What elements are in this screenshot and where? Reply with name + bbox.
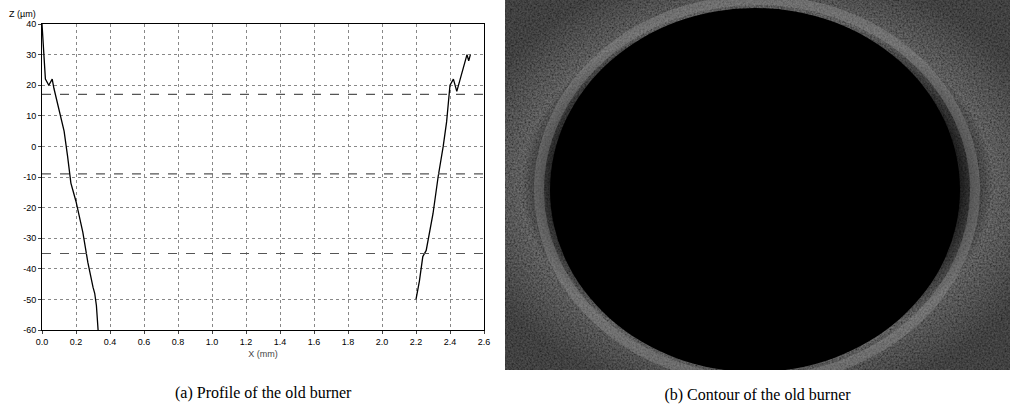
svg-text:2.0: 2.0 <box>376 337 389 347</box>
svg-text:-20: -20 <box>23 203 36 213</box>
svg-text:-40: -40 <box>23 264 36 274</box>
svg-text:1.2: 1.2 <box>240 337 253 347</box>
svg-text:1.6: 1.6 <box>308 337 321 347</box>
svg-text:0.4: 0.4 <box>104 337 117 347</box>
svg-text:20: 20 <box>26 80 36 90</box>
svg-text:Z (µm): Z (µm) <box>9 9 36 19</box>
svg-text:1.8: 1.8 <box>342 337 355 347</box>
svg-text:1.0: 1.0 <box>206 337 219 347</box>
svg-text:0.8: 0.8 <box>172 337 185 347</box>
svg-text:-30: -30 <box>23 233 36 243</box>
svg-text:(a) Profile of the old burner: (a) Profile of the old burner <box>175 384 352 402</box>
svg-text:0: 0 <box>31 142 36 152</box>
svg-text:-60: -60 <box>23 325 36 335</box>
svg-text:2.6: 2.6 <box>478 337 491 347</box>
svg-text:0.2: 0.2 <box>70 337 83 347</box>
svg-text:2.2: 2.2 <box>410 337 423 347</box>
svg-text:-50: -50 <box>23 295 36 305</box>
svg-text:2.4: 2.4 <box>444 337 457 347</box>
svg-text:0.6: 0.6 <box>138 337 151 347</box>
svg-text:10: 10 <box>26 111 36 121</box>
svg-text:1.4: 1.4 <box>274 337 287 347</box>
html-text:(b) Contour of the old burner: (b) Contour of the old burner <box>664 386 851 403</box>
svg-text:0.0: 0.0 <box>36 337 49 347</box>
svg-text:-10: -10 <box>23 172 36 182</box>
svg-text:X (mm): X (mm) <box>248 349 278 359</box>
svg-text:30: 30 <box>26 50 36 60</box>
svg-text:40: 40 <box>26 19 36 29</box>
